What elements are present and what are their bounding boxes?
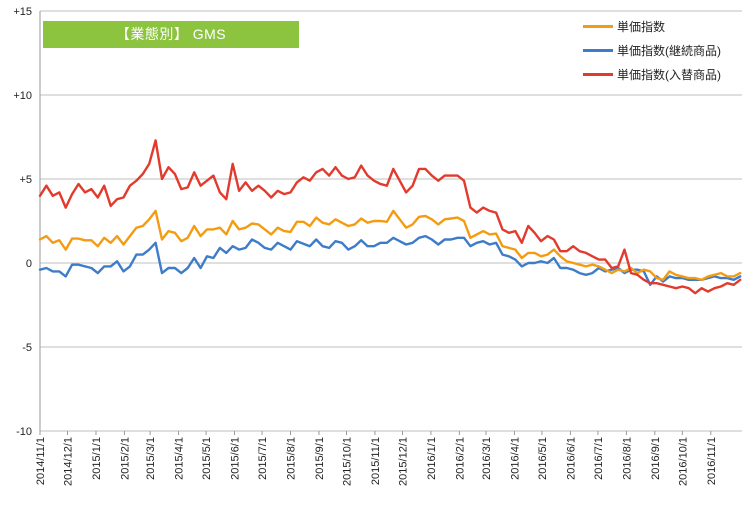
y-tick-label: +5 (19, 174, 32, 186)
x-tick-label: 2016/3/1 (481, 437, 493, 480)
x-tick-label: 2016/1/1 (426, 437, 438, 480)
x-tick-label: 2015/7/1 (257, 437, 269, 480)
x-tick-label: 2015/1/1 (91, 437, 103, 480)
x-tick-label: 2016/5/1 (537, 437, 549, 480)
x-tick-label: 2016/2/1 (454, 437, 466, 480)
x-tick-label: 2016/6/1 (565, 437, 577, 480)
x-tick-label: 2016/10/1 (677, 437, 689, 486)
legend-label-replacement: 単価指数(入替商品) (617, 68, 721, 82)
x-tick-label: 2015/3/1 (145, 437, 157, 480)
y-tick-label: +10 (13, 90, 32, 102)
x-axis: 2014/11/1 2014/12/1 2015/1/1 2015/2/1 2015/3… (35, 431, 718, 486)
series-lines (38, 139, 742, 295)
x-tick-label: 2015/4/1 (174, 437, 186, 480)
x-tick-label: 2015/6/1 (230, 437, 242, 480)
y-tick-label: 0 (26, 258, 32, 270)
legend-swatch-replacement (583, 73, 613, 76)
x-tick-label: 2016/8/1 (621, 437, 633, 480)
x-tick-label: 2016/9/1 (650, 437, 662, 480)
x-tick-label: 2016/11/1 (706, 437, 718, 485)
legend-label-unit-price: 単価指数 (617, 20, 666, 34)
legend-label-continuing: 単価指数(継続商品) (617, 44, 721, 58)
x-tick-label: 2014/12/1 (63, 437, 75, 486)
x-tick-label: 2015/9/1 (314, 437, 326, 480)
y-tick-label: -5 (22, 342, 32, 354)
series-line-1 (38, 234, 742, 286)
x-tick-label: 2015/2/1 (119, 437, 131, 480)
y-tick-label: -10 (16, 426, 32, 438)
legend-swatch-unit-price (583, 25, 613, 28)
chart-title: 【業態別】 GMS (43, 21, 299, 48)
x-tick-label: 2015/11/1 (370, 437, 382, 485)
series-line-0 (38, 209, 742, 281)
x-tick-label: 2015/12/1 (397, 437, 409, 486)
y-tick-label: +15 (13, 6, 32, 18)
x-tick-label: 2016/4/1 (509, 437, 521, 480)
y-axis: +15 +10 +5 0 -5 -10 (13, 6, 41, 438)
series-line-2 (38, 139, 742, 295)
x-tick-label: 2016/7/1 (593, 437, 605, 480)
grid-lines (40, 10, 742, 432)
x-tick-label: 2015/10/1 (341, 437, 353, 486)
x-tick-label: 2014/11/1 (35, 437, 47, 485)
x-tick-label: 2015/5/1 (201, 437, 213, 480)
x-tick-label: 2015/8/1 (286, 437, 298, 480)
legend-swatch-continuing (583, 49, 613, 52)
